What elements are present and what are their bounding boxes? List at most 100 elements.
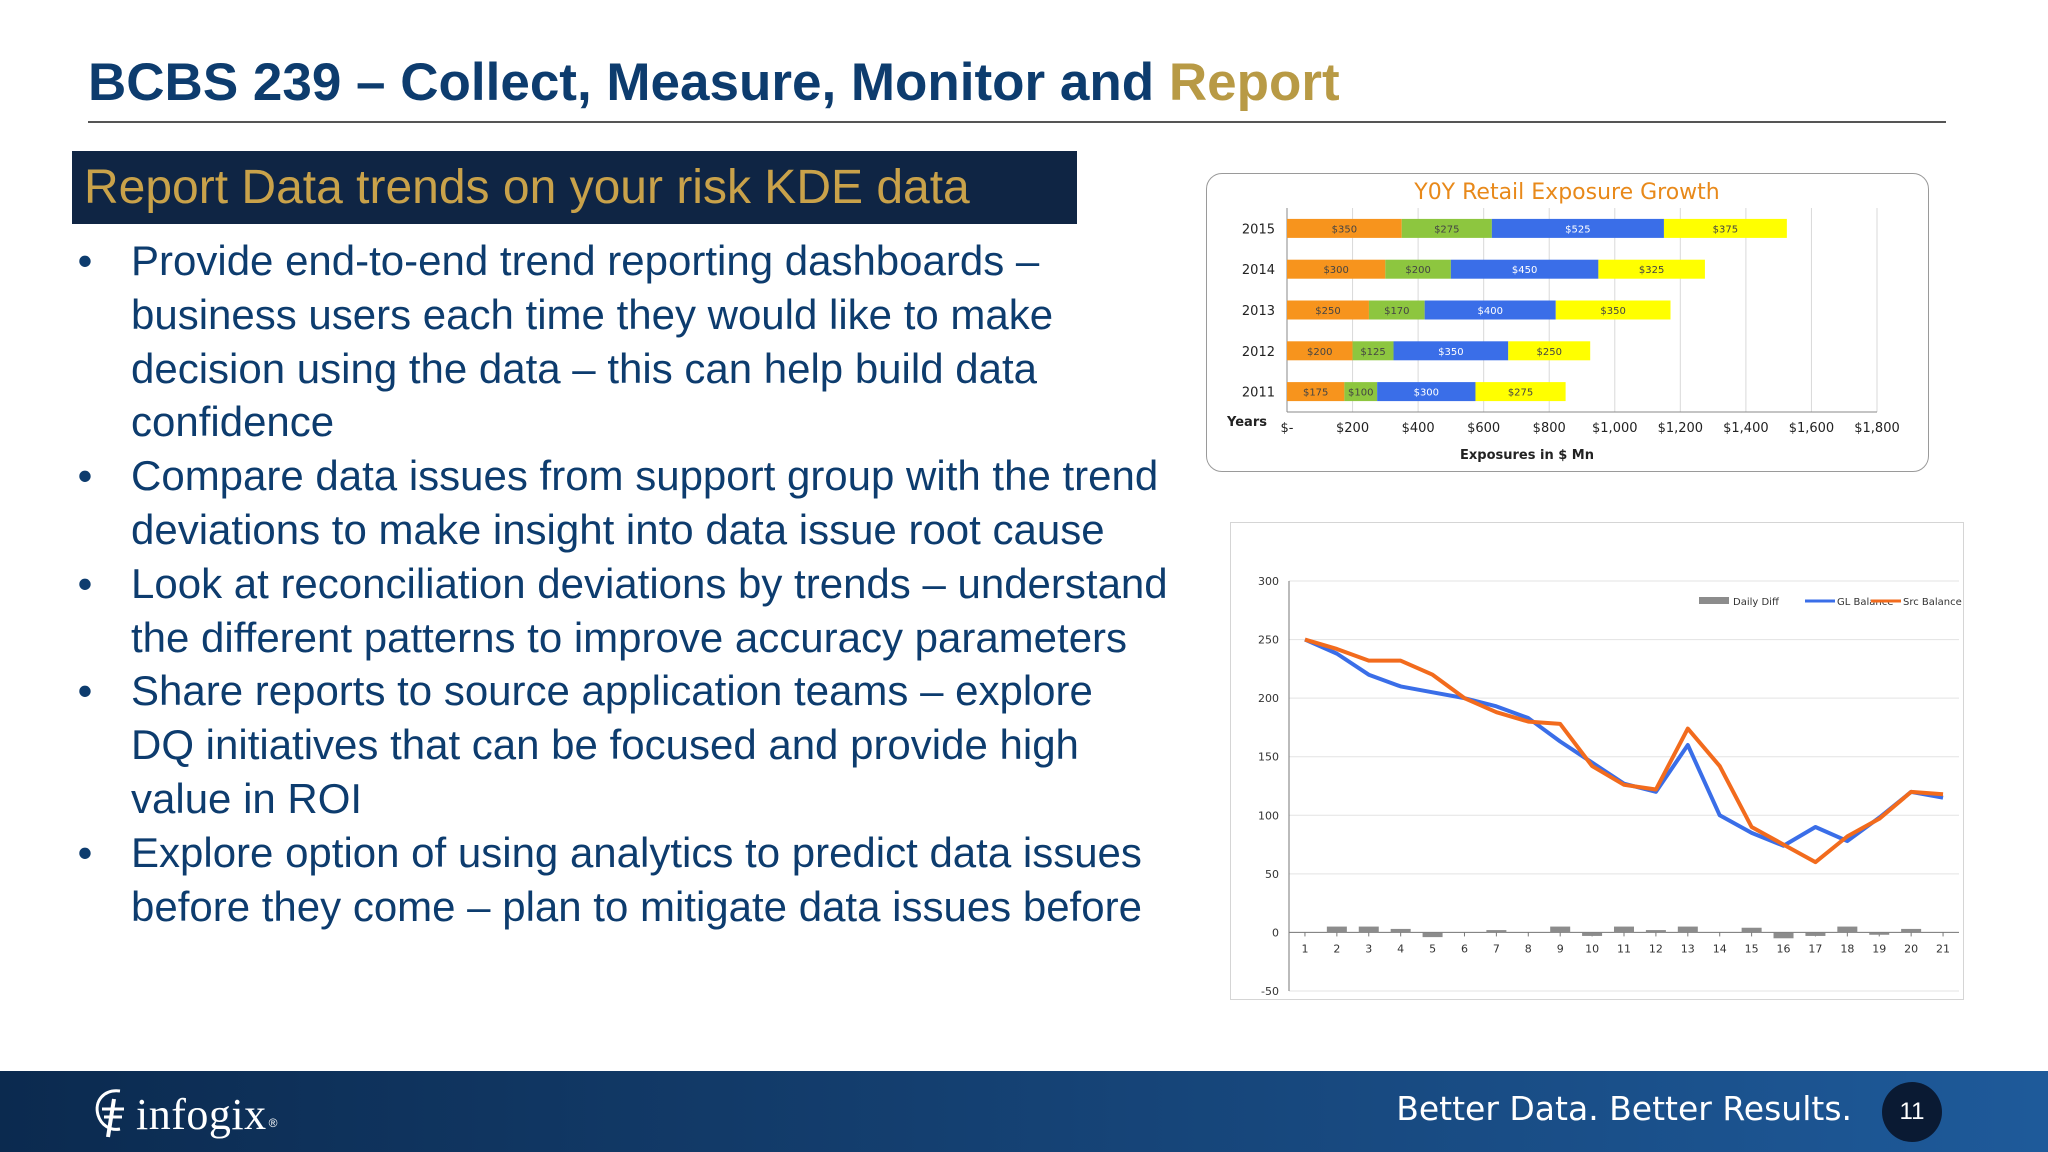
y-tick-label: 2014	[1242, 263, 1275, 278]
x-tick-label: $1,200	[1658, 421, 1704, 436]
bullet-item: • Look at reconciliation deviations by tr…	[70, 557, 1331, 665]
bar-data-label: $325	[1639, 265, 1664, 276]
x-tick-label: 15	[1745, 942, 1759, 955]
x-tick-label: 17	[1808, 942, 1822, 955]
exposure-growth-chart: Y0Y Retail Exposure Growth $- $200 $400 $600…	[1206, 173, 1929, 472]
bar-data-label: $300	[1414, 388, 1439, 399]
bar-segment	[1508, 341, 1591, 361]
daily-diff-bar	[1390, 928, 1411, 933]
x-tick-label: $-	[1281, 421, 1294, 436]
x-tick-label: 11	[1617, 942, 1631, 955]
legend-swatch	[1699, 597, 1729, 604]
balance-trend-chart: -50 0 50 100 150 200 250 300 1 2 3 4 5 6 7 8 9 10 11 12 13 14…	[1230, 522, 1964, 1000]
x-tick-label: $600	[1467, 421, 1500, 436]
logo-wordmark: infogix	[136, 1089, 267, 1139]
bar-segment	[1385, 259, 1451, 279]
bar-segment	[1475, 382, 1566, 402]
x-axis-title: Exposures in $ Mn	[1460, 448, 1594, 463]
page-number: 11	[1899, 1098, 1925, 1125]
x-tick-label: $400	[1402, 421, 1435, 436]
bullet-text: Compare data issues from support group w…	[131, 452, 1159, 553]
daily-diff-bar	[1422, 932, 1443, 938]
y-tick-label: 2012	[1242, 345, 1275, 360]
bar-data-label: $350	[1438, 347, 1463, 358]
bar-segment	[1393, 341, 1509, 361]
x-tick-label: 21	[1936, 942, 1950, 955]
x-tick-label: 1	[1301, 942, 1308, 955]
bullet-item: • Compare data issues from support group …	[70, 449, 1331, 557]
x-tick-label: 2	[1333, 942, 1340, 955]
bar-data-label: $275	[1508, 388, 1533, 399]
bar-data-label: $250	[1536, 347, 1561, 358]
bar-segment	[1287, 218, 1402, 238]
daily-diff-bar	[1901, 928, 1922, 933]
daily-diff-bar	[1805, 932, 1826, 936]
footer-slogan: Better Data. Better Results.	[1396, 1089, 1852, 1128]
y-tick-label: 150	[1258, 751, 1279, 764]
y-tick-label: 2011	[1242, 386, 1275, 401]
bullet-item: • Share reports to source application tea…	[70, 664, 1331, 825]
bar-segment	[1663, 218, 1787, 238]
y-axis-title: Years	[1226, 415, 1267, 430]
bullet-text: Explore option of using analytics to pre…	[131, 828, 1142, 930]
x-tick-label: 8	[1525, 942, 1532, 955]
y-tick-label: 200	[1258, 692, 1279, 705]
infogix-logo-mark-icon	[95, 1089, 124, 1138]
daily-diff-bar	[1614, 926, 1634, 933]
daily-diff-bar	[1486, 930, 1507, 933]
bar-segment	[1450, 259, 1599, 279]
x-tick-label: 14	[1713, 942, 1727, 955]
bar-data-label: $350	[1332, 224, 1357, 235]
daily-diff-bar	[1773, 932, 1794, 939]
daily-diff-bar	[1869, 932, 1890, 935]
y-tick-label: 300	[1258, 575, 1279, 588]
y-tick-label: 0	[1272, 926, 1279, 939]
bar-data-label: $200	[1307, 347, 1332, 358]
bar-data-label: $525	[1565, 224, 1590, 235]
infogix-logo: infogix ®	[90, 1084, 277, 1144]
bar-segment	[1344, 382, 1378, 402]
bar-segment	[1287, 259, 1386, 279]
daily-diff-bar	[1326, 926, 1347, 933]
x-tick-label: 9	[1557, 942, 1564, 955]
y-tick-label: -50	[1261, 985, 1279, 998]
bullet-dot: •	[77, 452, 93, 500]
x-tick-label: 12	[1649, 942, 1663, 955]
exposure-growth-chart-svg: Y0Y Retail Exposure Growth $- $200 $400 $600…	[1226, 180, 1900, 463]
bar-data-label: $350	[1600, 306, 1625, 317]
logo-registered-mark: ®	[268, 1116, 278, 1130]
bullet-dot: •	[77, 237, 93, 284]
daily-diff-bar	[1645, 930, 1666, 933]
bar-data-label: $275	[1434, 224, 1459, 235]
bar-segment	[1287, 341, 1353, 361]
x-tick-label: 13	[1681, 942, 1695, 955]
x-tick-label: $1,000	[1592, 421, 1638, 436]
slide-title: BCBS 239 – Collect, Measure, Monitor and…	[88, 52, 1340, 113]
bar-segment	[1287, 382, 1345, 402]
bar-segment	[1287, 300, 1369, 320]
daily-diff-bar	[1358, 926, 1379, 933]
legend-label: GL Balance	[1837, 597, 1893, 608]
bar-segment	[1368, 300, 1425, 320]
title-divider	[88, 121, 1946, 123]
bar-segment	[1352, 341, 1394, 361]
subtitle-banner: Report Data trends on your risk KDE data	[72, 151, 1077, 224]
x-tick-label: 16	[1777, 942, 1791, 955]
x-tick-label: 18	[1840, 942, 1854, 955]
footer-bar: infogix ® Better Data. Better Results. 1…	[0, 1071, 2048, 1152]
bar-data-label: $400	[1477, 306, 1502, 317]
x-tick-label: $1,800	[1854, 421, 1900, 436]
legend-label: Daily Diff	[1733, 597, 1780, 608]
bar-data-label: $175	[1303, 388, 1328, 399]
x-tick-label: 6	[1461, 942, 1468, 955]
y-tick-label: 50	[1265, 868, 1279, 881]
y-tick-label: 250	[1258, 634, 1279, 647]
x-tick-label: 5	[1429, 942, 1436, 955]
bar-segment	[1377, 382, 1476, 402]
bullet-text: Look at reconciliation deviations by tre…	[131, 559, 1168, 661]
y-tick-label: 2013	[1242, 304, 1275, 319]
chart-title: Y0Y Retail Exposure Growth	[1413, 180, 1720, 205]
subtitle-text: Report Data trends on your risk KDE data	[84, 161, 970, 214]
x-tick-label: $1,400	[1723, 421, 1769, 436]
